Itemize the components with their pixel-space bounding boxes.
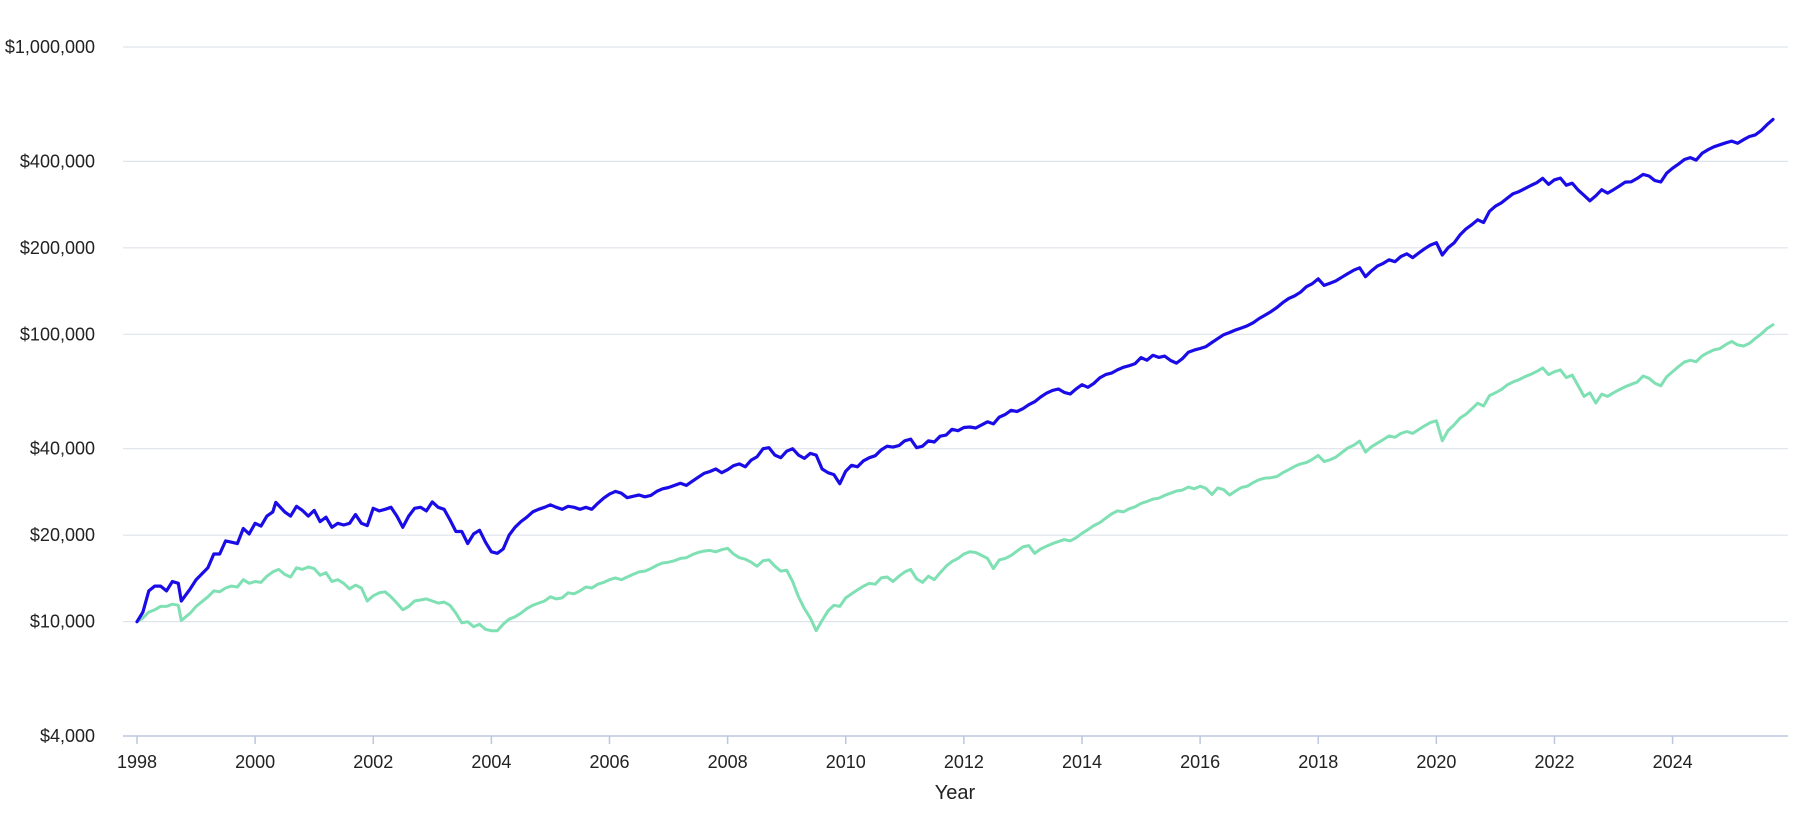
series-line-2 [135, 323, 1775, 633]
x-tick-label: 1998 [117, 752, 157, 772]
y-tick-label: $400,000 [20, 151, 95, 171]
y-tick-label: $10,000 [30, 612, 95, 632]
x-tick-label: 2018 [1298, 752, 1338, 772]
y-tick-label: $200,000 [20, 238, 95, 258]
x-tick-label: 2024 [1653, 752, 1693, 772]
x-tick-label: 2014 [1062, 752, 1102, 772]
x-tick-label: 2006 [589, 752, 629, 772]
x-tick-label: 2016 [1180, 752, 1220, 772]
x-axis-label: Year [935, 782, 976, 804]
x-tick-label: 2002 [353, 752, 393, 772]
y-tick-label: $4,000 [40, 726, 95, 746]
series-line-1 [135, 117, 1775, 624]
y-tick-label: $20,000 [30, 525, 95, 545]
x-tick-label: 2020 [1416, 752, 1456, 772]
x-tick-label: 2010 [826, 752, 866, 772]
x-tick-label: 2004 [471, 752, 511, 772]
y-tick-label: $1,000,000 [5, 37, 95, 57]
x-tick-marks [136, 736, 1674, 744]
x-tick-label: 2012 [944, 752, 984, 772]
x-tick-labels: 1998 2000 2002 2004 2006 2008 2010 2012 2014 2016… [117, 752, 1693, 772]
series-lines [135, 117, 1775, 633]
x-tick-label: 2000 [235, 752, 275, 772]
y-tick-label: $100,000 [20, 324, 95, 344]
x-tick-label: 2022 [1534, 752, 1574, 772]
x-tick-label: 2008 [708, 752, 748, 772]
y-tick-labels: $4,000 $10,000 $20,000 $40,000 $100,000 $200,… [5, 37, 95, 746]
y-tick-label: $40,000 [30, 439, 95, 459]
gridlines [123, 46, 1788, 623]
